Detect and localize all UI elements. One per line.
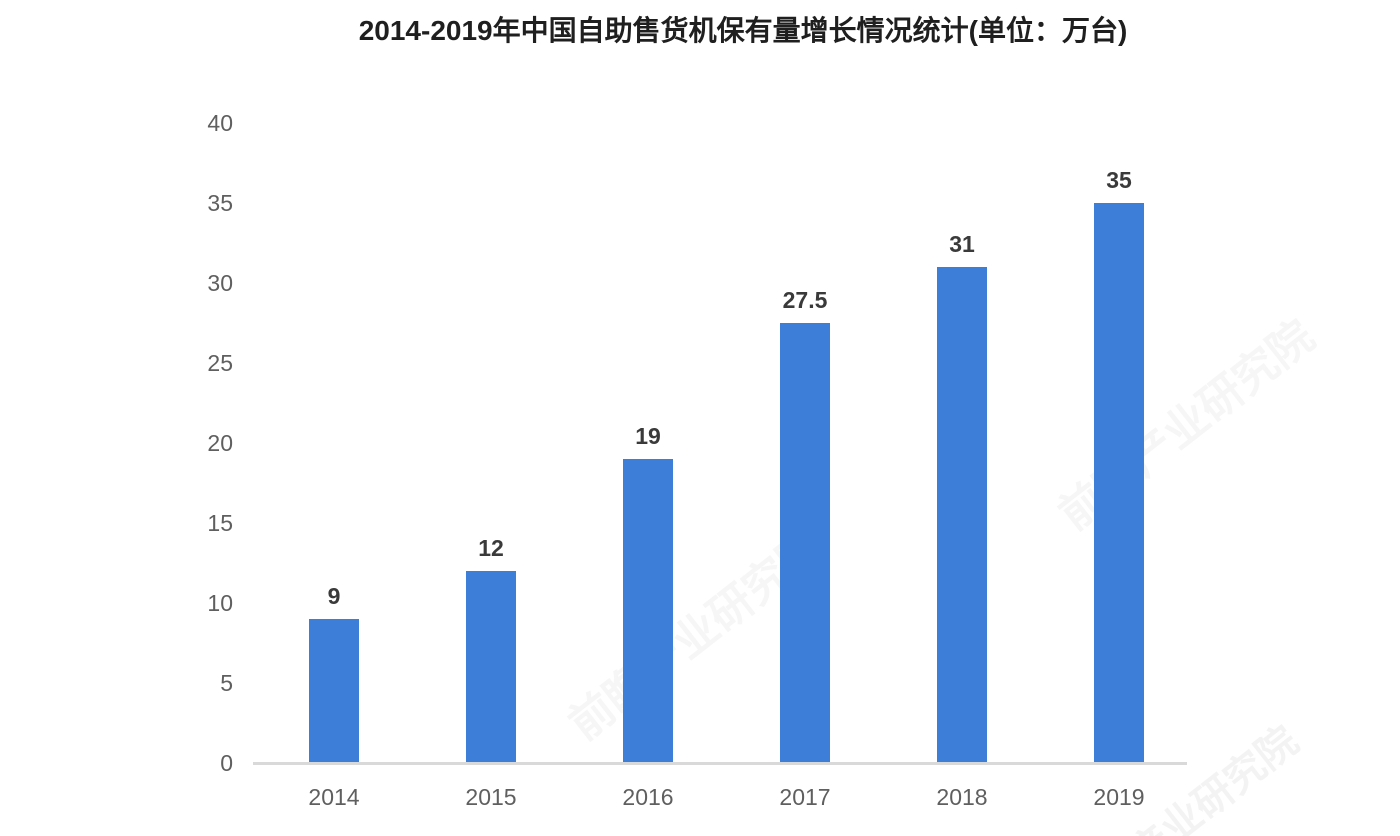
bar-2015 [466,571,516,763]
bar-2019 [1094,203,1144,763]
bar-2018 [937,267,987,763]
value-label-2019: 35 [1106,167,1132,193]
value-label-2015: 12 [478,535,504,561]
y-tick-label-0: 0 [220,750,233,776]
bar-2016 [623,459,673,763]
y-tick-label-10: 10 [207,590,233,616]
y-tick-label-15: 15 [207,510,233,536]
y-tick-label-5: 5 [220,670,233,696]
watermark-text: 前瞻产业研究院 [1058,718,1307,836]
x-tick-label-2014: 2014 [308,784,360,810]
bar-2017 [780,323,830,763]
watermark-text: 前瞻产业研究院 [1050,311,1324,540]
value-label-2017: 27.5 [782,287,828,313]
value-label-2018: 31 [949,231,975,257]
y-tick-label-40: 40 [207,110,233,136]
x-tick-label-2018: 2018 [936,784,988,810]
bar-2014 [309,619,359,763]
x-tick-label-2016: 2016 [622,784,674,810]
value-label-2014: 9 [327,583,341,609]
x-tick-label-2015: 2015 [465,784,517,810]
y-tick-label-30: 30 [207,270,233,296]
x-tick-label-2017: 2017 [779,784,831,810]
y-tick-label-25: 25 [207,350,233,376]
chart-title: 2014-2019年中国自助售货机保有量增长情况统计(单位：万台) [358,15,1128,46]
y-tick-label-35: 35 [207,190,233,216]
x-tick-label-2019: 2019 [1093,784,1145,810]
y-tick-label-20: 20 [207,430,233,456]
x-axis-line [253,762,1187,765]
value-label-2016: 19 [635,423,661,449]
